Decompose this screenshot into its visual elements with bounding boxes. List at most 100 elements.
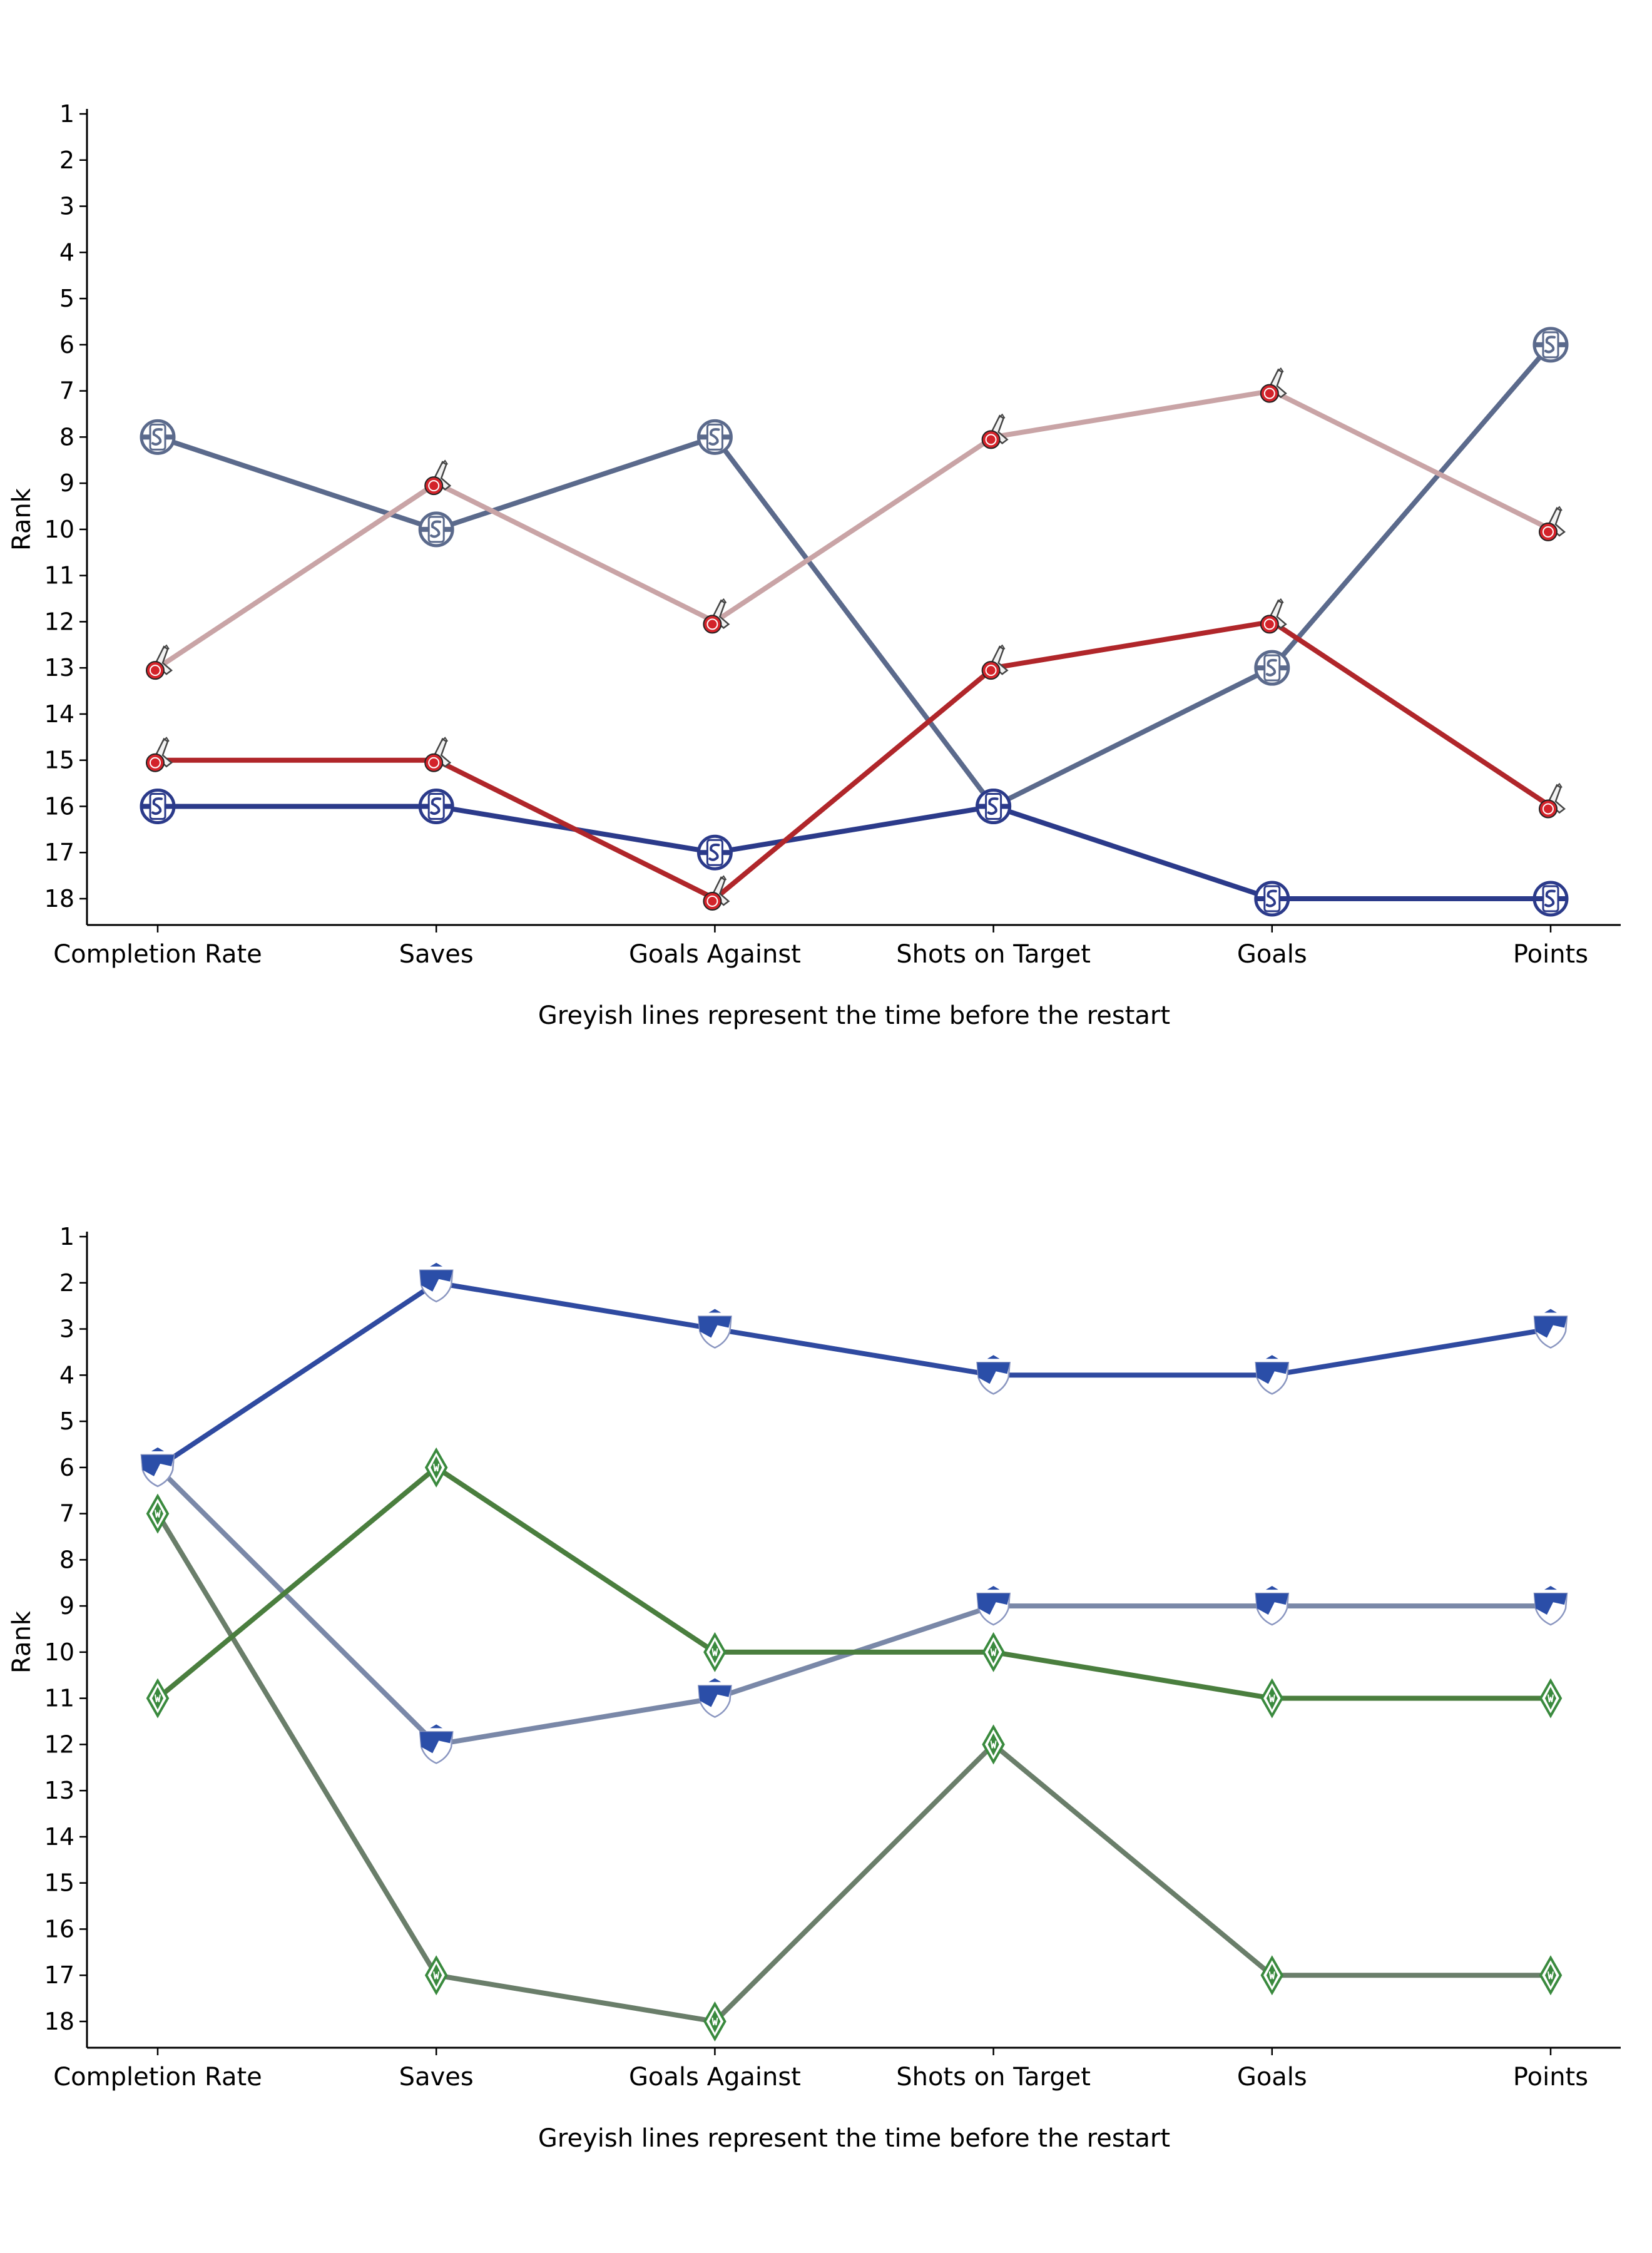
series-2: [156, 388, 1552, 670]
data-point-schalke-crest-icon: [1254, 650, 1290, 686]
data-point-koeln-crest-icon: [424, 459, 452, 496]
data-point-koeln-crest-icon: [703, 598, 730, 634]
x-axis-label: Greyish lines represent the time before …: [538, 2124, 1170, 2153]
data-point-werder-crest-icon: [424, 1955, 448, 1996]
data-point-schalke-crest-icon: [140, 788, 176, 824]
x-axis-label: Greyish lines represent the time before …: [538, 1001, 1170, 1030]
x-tick-label: Completion Rate: [53, 940, 262, 969]
data-point-koeln-crest-icon: [703, 875, 730, 911]
data-point-werder-crest-icon: [424, 1447, 448, 1488]
x-tick-label: Saves: [399, 940, 474, 969]
x-tick-label: Completion Rate: [53, 2063, 262, 2092]
x-tick-label: Goals: [1237, 940, 1307, 969]
data-point-hoffenheim-crest-icon: [419, 1262, 454, 1303]
data-point-werder-crest-icon: [703, 1632, 727, 1672]
y-tick-label: 17: [44, 1961, 74, 1989]
y-tick-label: 9: [59, 1592, 74, 1620]
series-line: [156, 1465, 1551, 1747]
y-tick-label: 10: [44, 1638, 74, 1666]
data-point-schalke-crest-icon: [696, 834, 733, 871]
y-tick-label: 4: [59, 238, 74, 266]
data-point-hoffenheim-crest-icon: [698, 1678, 732, 1719]
y-tick-label: 14: [44, 700, 74, 728]
data-point-koeln-crest-icon: [1539, 506, 1566, 541]
data-point-schalke-crest-icon: [1532, 327, 1569, 363]
y-tick-label: 14: [44, 1823, 74, 1851]
data-point-werder-crest-icon: [703, 2001, 727, 2042]
y-tick-label: 2: [59, 1269, 74, 1297]
y-tick-label: 12: [44, 1730, 74, 1758]
y-tick-label: 13: [44, 1777, 74, 1804]
data-point-werder-crest-icon: [1539, 1955, 1563, 1996]
data-point-koeln-crest-icon: [981, 644, 1009, 680]
y-tick-label: 17: [44, 839, 74, 866]
data-point-koeln-crest-icon: [981, 413, 1009, 449]
data-point-hoffenheim-crest-icon: [419, 1724, 454, 1764]
series-0: [156, 1465, 1551, 1747]
y-tick-label: 8: [59, 423, 74, 451]
data-point-werder-crest-icon: [982, 1632, 1005, 1672]
data-point-schalke-crest-icon: [1254, 881, 1290, 917]
y-tick-label: 13: [44, 654, 74, 682]
series-2: [155, 1512, 1551, 2024]
y-tick-label: 9: [59, 469, 74, 497]
data-point-werder-crest-icon: [146, 1678, 170, 1719]
x-tick-label: Shots on Target: [896, 940, 1091, 969]
data-point-hoffenheim-crest-icon: [1255, 1355, 1290, 1395]
y-tick-label: 8: [59, 1546, 74, 1573]
y-tick-label: 11: [44, 1685, 74, 1712]
y-tick-label: 11: [44, 562, 74, 590]
y-tick-label: 1: [59, 100, 74, 128]
y-tick-label: 7: [59, 377, 74, 405]
y-tick-label: 3: [59, 1316, 74, 1343]
data-point-koeln-crest-icon: [1260, 367, 1287, 403]
x-tick-label: Goals Against: [629, 2063, 801, 2092]
y-tick-label: 6: [59, 1454, 74, 1481]
data-point-koeln-crest-icon: [424, 737, 452, 772]
y-tick-label: 5: [59, 1407, 74, 1435]
data-point-hoffenheim-crest-icon: [976, 1355, 1011, 1395]
y-tick-label: 1: [59, 1223, 74, 1250]
data-point-werder-crest-icon: [1260, 1955, 1284, 1996]
y-tick-label: 16: [44, 792, 74, 820]
series-line: [156, 343, 1553, 809]
data-point-hoffenheim-crest-icon: [1533, 1586, 1568, 1626]
data-point-koeln-crest-icon: [146, 737, 173, 772]
y-tick-label: 15: [44, 747, 74, 774]
data-point-werder-crest-icon: [1260, 1678, 1284, 1719]
series-1: [158, 804, 1551, 901]
data-point-koeln-crest-icon: [1539, 782, 1566, 819]
data-point-schalke-crest-icon: [418, 511, 454, 548]
series-line: [156, 1464, 1551, 1701]
series-3: [156, 1464, 1551, 1701]
data-point-koeln-crest-icon: [146, 644, 173, 680]
y-tick-label: 5: [59, 285, 74, 312]
x-tick-label: Points: [1513, 2063, 1588, 2092]
y-tick-label: 7: [59, 1500, 74, 1528]
series-line: [156, 388, 1552, 670]
x-tick-label: Goals: [1237, 2063, 1307, 2092]
y-tick-label: 15: [44, 1869, 74, 1897]
y-tick-label: 12: [44, 608, 74, 635]
y-tick-label: 2: [59, 146, 74, 174]
series-line: [155, 1512, 1551, 2024]
y-tick-label: 18: [44, 2008, 74, 2035]
data-point-werder-crest-icon: [146, 1493, 170, 1534]
y-tick-label: 4: [59, 1361, 74, 1389]
series-3: [158, 619, 1553, 901]
x-tick-label: Points: [1513, 940, 1588, 969]
data-point-hoffenheim-crest-icon: [1255, 1586, 1290, 1626]
x-tick-label: Saves: [399, 2063, 474, 2092]
series-line: [158, 619, 1553, 901]
y-tick-label: 18: [44, 885, 74, 912]
data-point-hoffenheim-crest-icon: [698, 1309, 732, 1349]
y-tick-label: 16: [44, 1915, 74, 1943]
series-line: [156, 1280, 1551, 1470]
series-0: [156, 343, 1553, 809]
data-point-schalke-crest-icon: [1532, 881, 1569, 917]
y-axis-label: Rank: [8, 1610, 36, 1673]
